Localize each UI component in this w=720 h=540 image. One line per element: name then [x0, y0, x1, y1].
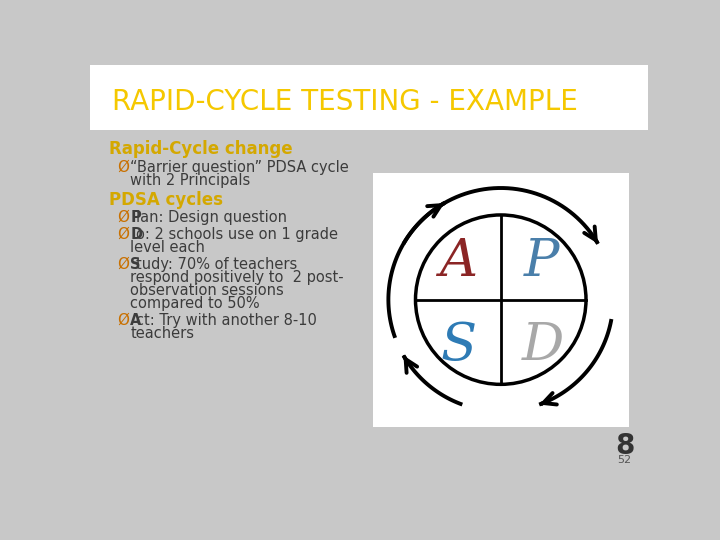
Text: Ø: Ø: [117, 256, 129, 272]
Text: “Barrier question” PDSA cycle: “Barrier question” PDSA cycle: [130, 160, 349, 175]
Text: RAPID-CYCLE TESTING - EXAMPLE: RAPID-CYCLE TESTING - EXAMPLE: [112, 88, 577, 116]
Text: Ø: Ø: [117, 227, 129, 242]
Text: PDSA cycles: PDSA cycles: [109, 191, 223, 208]
Text: with 2 Principals: with 2 Principals: [130, 173, 251, 188]
Bar: [90, 65, 648, 130]
Text: tudy: 70% of teachers: tudy: 70% of teachers: [136, 256, 297, 272]
Text: Ø: Ø: [117, 210, 129, 225]
Text: observation sessions: observation sessions: [130, 283, 284, 298]
Text: S: S: [440, 320, 476, 372]
Text: o: 2 schools use on 1 grade: o: 2 schools use on 1 grade: [137, 227, 338, 242]
Text: respond positively to  2 post-: respond positively to 2 post-: [130, 270, 344, 285]
Circle shape: [415, 215, 586, 384]
Text: lan: Design question: lan: Design question: [136, 210, 287, 225]
Text: S: S: [130, 256, 141, 272]
Text: 52: 52: [618, 455, 632, 465]
Text: compared to 50%: compared to 50%: [130, 296, 260, 311]
Text: 8: 8: [615, 432, 634, 460]
Text: A: A: [439, 235, 477, 287]
Text: ct: Try with another 8-10: ct: Try with another 8-10: [136, 313, 317, 328]
Text: Ø: Ø: [117, 160, 129, 175]
Text: A: A: [130, 313, 142, 328]
Text: Ø: Ø: [117, 313, 129, 328]
Bar: [373, 173, 629, 427]
Text: P: P: [130, 210, 141, 225]
Text: Rapid-Cycle change: Rapid-Cycle change: [109, 140, 293, 159]
Text: D: D: [522, 320, 564, 372]
Text: D: D: [130, 227, 143, 242]
Text: teachers: teachers: [130, 326, 194, 341]
Text: level each: level each: [130, 240, 205, 255]
Text: P: P: [524, 235, 559, 287]
